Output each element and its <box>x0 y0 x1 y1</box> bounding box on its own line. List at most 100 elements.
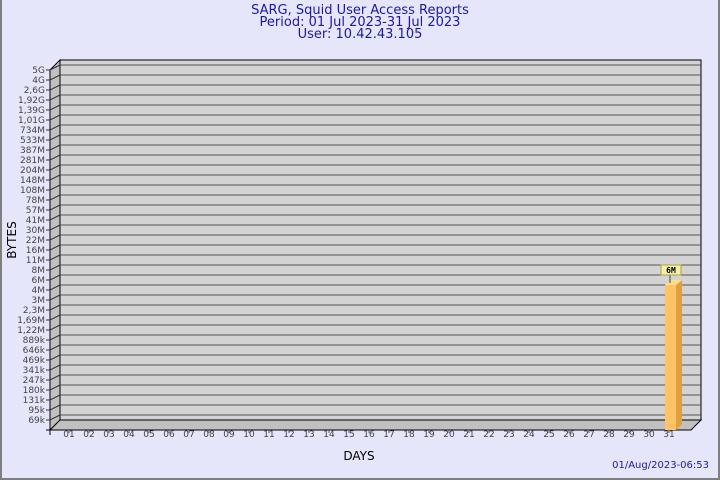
x-tick-label: 25 <box>543 430 554 440</box>
y-tick-label: 2,6G <box>24 86 45 96</box>
y-tick <box>46 264 61 271</box>
y-tick <box>46 74 61 81</box>
y-tick <box>46 224 61 231</box>
y-axis-title: BYTES <box>5 221 19 258</box>
y-tick-label: 108M <box>20 186 45 196</box>
y-tick-label: 889k <box>23 336 46 346</box>
y-tick <box>46 94 61 101</box>
y-tick <box>46 164 61 171</box>
y-tick-label: 180k <box>23 386 46 396</box>
y-tick <box>46 104 61 111</box>
y-tick <box>46 154 61 161</box>
x-tick-label: 12 <box>283 430 294 440</box>
y-tick <box>46 124 61 131</box>
x-tick-label: 22 <box>483 430 494 440</box>
y-tick-label: 1,92G <box>18 96 45 106</box>
x-tick-label: 14 <box>323 430 335 440</box>
report-timestamp: 01/Aug/2023-06:53 <box>612 460 709 471</box>
y-tick-label: 3M <box>32 296 46 306</box>
y-tick-label: 1,22M <box>17 326 45 336</box>
floor <box>48 419 703 431</box>
y-tick-label: 281M <box>20 156 45 166</box>
y-tick <box>46 184 61 191</box>
y-tick <box>46 234 61 241</box>
x-tick-label: 28 <box>603 430 615 440</box>
y-tick <box>46 354 61 361</box>
y-tick-label: 78M <box>26 196 45 206</box>
x-tick-label: 13 <box>303 430 314 440</box>
y-tick <box>46 314 61 321</box>
x-tick-label: 20 <box>443 430 455 440</box>
x-tick-label: 07 <box>183 430 194 440</box>
y-tick <box>46 414 61 421</box>
y-tick <box>46 334 61 341</box>
y-tick <box>46 374 61 381</box>
bar-value-label: 6M <box>666 266 676 275</box>
y-tick <box>46 324 61 331</box>
y-tick <box>46 254 61 261</box>
y-tick <box>46 394 61 401</box>
y-tick <box>46 274 61 281</box>
bar-top <box>665 280 682 285</box>
x-tick-label: 23 <box>503 430 514 440</box>
y-tick-label: 1,69M <box>17 316 45 326</box>
y-tick <box>46 174 61 181</box>
y-tick <box>46 404 61 411</box>
x-tick-label: 27 <box>583 430 594 440</box>
bar-side <box>676 280 682 430</box>
x-tick-label: 30 <box>643 430 655 440</box>
y-tick-label: 2,3M <box>23 306 45 316</box>
bar-label-box <box>660 264 682 276</box>
y-tick <box>46 304 61 311</box>
x-tick-label: 08 <box>203 430 215 440</box>
y-tick-label: 69k <box>28 416 45 426</box>
y-tick <box>46 294 61 301</box>
y-tick-label: 734M <box>20 126 45 136</box>
x-tick-label: 02 <box>83 430 94 440</box>
x-tick-label: 21 <box>463 430 474 440</box>
y-tick <box>46 144 61 151</box>
y-tick <box>46 384 61 391</box>
y-tick-label: 341k <box>23 366 46 376</box>
y-tick-label: 6M <box>32 276 46 286</box>
y-tick-label: 387M <box>20 146 45 156</box>
x-tick-label: 10 <box>243 430 255 440</box>
y-tick <box>46 134 61 141</box>
x-tick-label: 09 <box>223 430 235 440</box>
y-tick-label: 4G <box>32 76 45 86</box>
y-tick-label: 95k <box>28 406 45 416</box>
x-tick-label: 26 <box>563 430 575 440</box>
y-tick <box>46 284 61 291</box>
y-tick-label: 247k <box>23 376 46 386</box>
y-tick-label: 1,39G <box>18 106 45 116</box>
y-tick-label: 469k <box>23 356 46 366</box>
x-tick-label: 05 <box>143 430 154 440</box>
y-tick <box>46 244 61 251</box>
x-tick-label: 03 <box>103 430 114 440</box>
chart-subtitle-user: User: 10.42.43.105 <box>297 27 423 42</box>
y-tick-label: 41M <box>26 216 45 226</box>
x-tick-label: 11 <box>263 430 274 440</box>
y-tick <box>46 194 61 201</box>
y-tick <box>46 64 61 71</box>
x-axis-title: DAYS <box>343 449 374 463</box>
y-tick-label: 8M <box>32 266 46 276</box>
x-tick-label: 06 <box>163 430 175 440</box>
y-tick-label: 646k <box>23 346 46 356</box>
y-tick-label: 5G <box>32 66 45 76</box>
y-tick <box>46 214 61 221</box>
x-tick-label: 04 <box>123 430 135 440</box>
x-tick-label: 19 <box>423 430 435 440</box>
y-tick <box>46 344 61 351</box>
y-tick-label: 22M <box>26 236 45 246</box>
x-tick-label: 24 <box>523 430 535 440</box>
x-tick-label: 16 <box>363 430 375 440</box>
y-tick <box>46 364 61 371</box>
y-tick-label: 148M <box>20 176 45 186</box>
y-tick-label: 204M <box>20 166 45 176</box>
chart-title: SARG, Squid User Access Reports <box>251 3 469 18</box>
x-tick-label: 29 <box>623 430 635 440</box>
y-tick-label: 57M <box>26 206 45 216</box>
